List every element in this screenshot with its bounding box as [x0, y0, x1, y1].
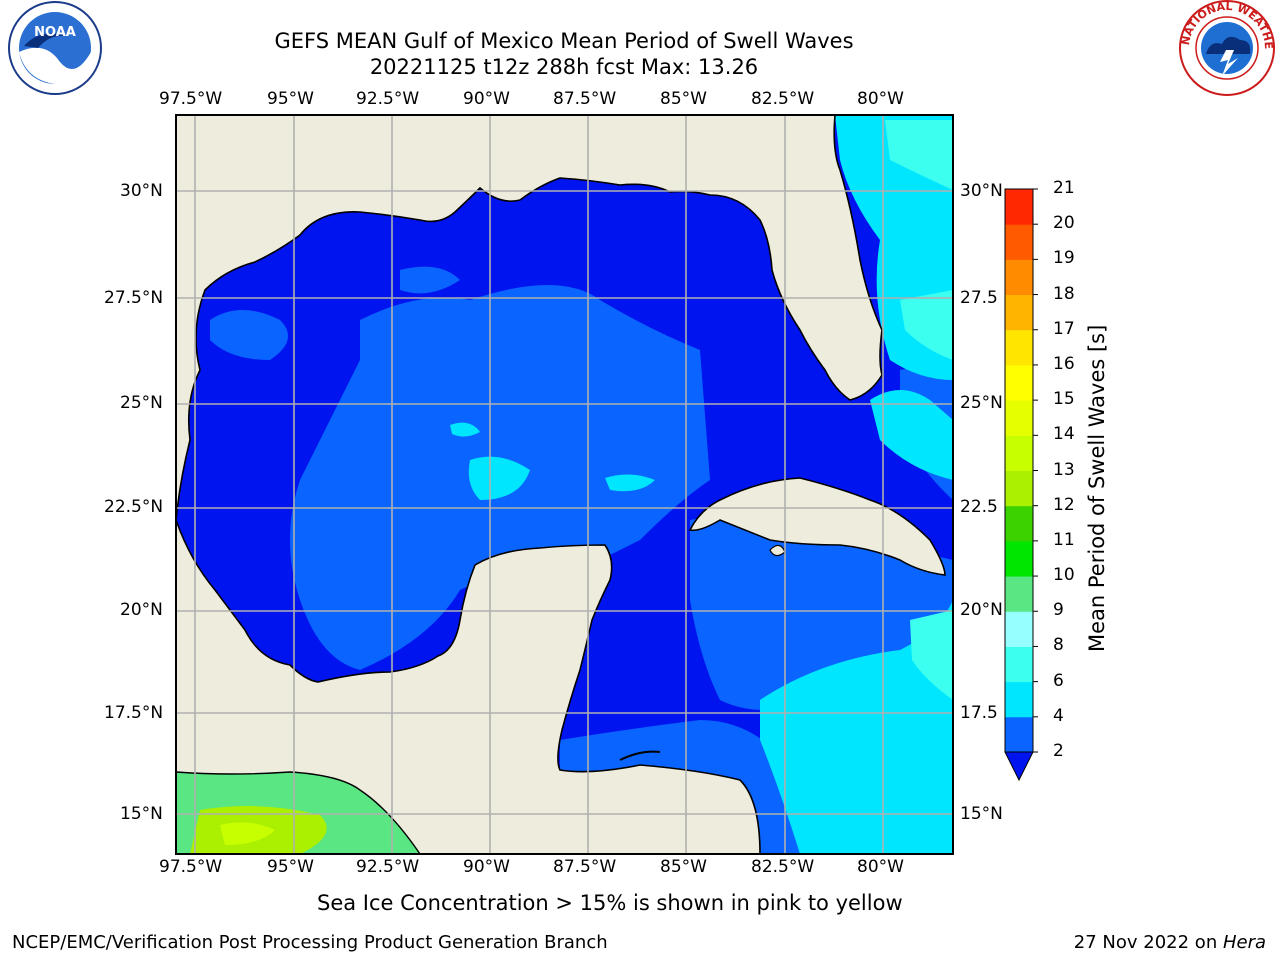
colorbar-tick-label: 2 — [1053, 741, 1064, 761]
lat-label-left: 17.5°N — [104, 703, 164, 723]
lon-label-bottom: 82.5°W — [751, 857, 815, 877]
colorbar-tick-label: 18 — [1053, 283, 1075, 304]
colorbar-segment — [1005, 329, 1033, 366]
land-mexico — [176, 519, 761, 854]
colorbar-tick-label: 12 — [1053, 494, 1075, 515]
lat-label-left: 25°N — [120, 393, 163, 413]
colorbar-segment — [1005, 294, 1033, 331]
lat-label-right: 22.5 — [960, 497, 998, 517]
lon-label-top: 82.5°W — [751, 89, 815, 109]
noaa-logo: NOAA — [8, 1, 102, 95]
colorbar-under-triangle — [1004, 751, 1034, 782]
lon-label-bottom: 85°W — [660, 857, 707, 877]
footer-host: Hera — [1222, 932, 1266, 953]
land-cuba — [688, 477, 946, 576]
colorbar-tick-label: 9 — [1053, 600, 1064, 621]
lon-label-bottom: 90°W — [463, 857, 510, 877]
lat-label-right: 30°N — [960, 181, 1003, 201]
lon-label-bottom: 97.5°W — [159, 857, 223, 877]
colorbar-segment — [1005, 435, 1033, 471]
svg-text:NATIONAL WEATHER SERVICE: NATIONAL WEATHER SERVICE — [0, 0, 1275, 49]
nws-logo: NATIONAL WEATHER SERVICE — [0, 0, 1275, 96]
lat-label-left: 20°N — [120, 600, 163, 620]
lon-label-bottom: 87.5°W — [553, 857, 617, 877]
colorbar-segment — [1005, 540, 1033, 577]
lon-label-top: 97.5°W — [159, 89, 223, 109]
lon-label-top: 92.5°W — [356, 89, 420, 109]
lat-label-right: 15°N — [960, 804, 1003, 824]
footer-credit: NCEP/EMC/Verification Post Processing Pr… — [12, 932, 608, 953]
land-usa — [176, 115, 883, 521]
colorbar-segment — [1005, 681, 1033, 718]
colorbar-segment — [1005, 470, 1033, 507]
swell-field-13-14s — [220, 822, 275, 845]
map-gridlines — [176, 115, 953, 854]
lon-label-top: 80°W — [857, 89, 904, 109]
colorbar-segment — [1005, 224, 1033, 260]
chart-subtitle: 20221125 t12z 288h fcst Max: 13.26 — [369, 55, 759, 79]
colorbar-tick-label: 8 — [1053, 635, 1064, 656]
lon-label-bottom: 92.5°W — [356, 857, 420, 877]
lon-label-bottom: 95°W — [267, 857, 314, 877]
colorbar-label: Mean Period of Swell Waves [s] — [1085, 324, 1109, 652]
colorbar-segment — [1005, 611, 1033, 647]
colorbar — [1004, 188, 1038, 782]
lon-label-bottom: 80°W — [857, 857, 904, 877]
colorbar-segment — [1005, 364, 1033, 401]
colorbar-tick-label: 21 — [1053, 178, 1075, 198]
lat-label-right: 20°N — [960, 600, 1003, 620]
colorbar-tick-label: 11 — [1053, 529, 1075, 550]
footer-date: 27 Nov 2022 on Hera — [1074, 932, 1266, 953]
lon-label-top: 90°W — [463, 89, 510, 109]
lon-label-top: 85°W — [660, 89, 707, 109]
land-bay-islands — [619, 750, 661, 761]
lat-label-right: 27.5 — [960, 288, 998, 308]
footer-date-text: 27 Nov 2022 on — [1073, 932, 1223, 953]
lat-label-right: 17.5 — [960, 703, 998, 723]
lat-label-left: 27.5°N — [104, 288, 164, 308]
colorbar-segment — [1005, 646, 1033, 683]
colorbar-segment — [1005, 189, 1033, 225]
colorbar-tick-label: 6 — [1053, 670, 1064, 691]
map-area — [176, 115, 953, 854]
chart-title: GEFS MEAN Gulf of Mexico Mean Period of … — [274, 29, 854, 53]
colorbar-segment — [1005, 716, 1033, 753]
lat-label-right: 25°N — [960, 393, 1003, 413]
colorbar-tick-label: 4 — [1053, 705, 1064, 726]
lon-label-top: 87.5°W — [553, 89, 617, 109]
swell-field-6-8s — [885, 120, 953, 700]
colorbar-segment — [1005, 505, 1033, 542]
nws-logo-text: NATIONAL WEATHER SERVICE — [0, 0, 1275, 49]
colorbar-tick-label: 13 — [1053, 459, 1075, 480]
noaa-logo-text: NOAA — [34, 25, 76, 40]
lat-label-left: 30°N — [120, 181, 163, 201]
colorbar-tick-label: 17 — [1053, 318, 1075, 339]
colorbar-tick-label: 15 — [1053, 389, 1075, 410]
colorbar-tick-label: 14 — [1053, 424, 1075, 445]
colorbar-tick-label: 19 — [1053, 248, 1075, 269]
map-caption: Sea Ice Concentration > 15% is shown in … — [317, 891, 903, 915]
colorbar-segment — [1005, 576, 1033, 612]
colorbar-tick-label: 16 — [1053, 353, 1075, 374]
lat-label-left: 15°N — [120, 804, 163, 824]
colorbar-tick-label: 20 — [1053, 213, 1075, 234]
map-frame — [175, 114, 954, 855]
colorbar-segment — [1005, 259, 1033, 296]
colorbar-tick-label: 10 — [1053, 565, 1075, 586]
colorbar-segment — [1005, 400, 1033, 436]
lon-label-top: 95°W — [267, 89, 314, 109]
lat-label-left: 22.5°N — [104, 497, 164, 517]
